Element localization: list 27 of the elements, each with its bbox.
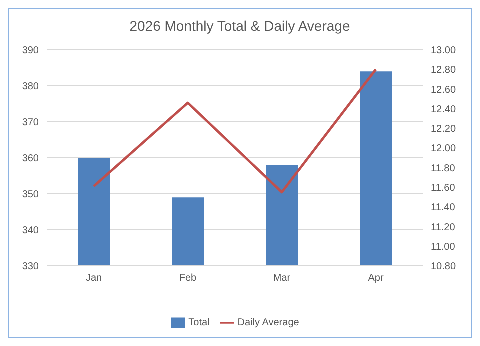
y2-tick-label: 12.00	[431, 144, 456, 155]
x-tick-label: Feb	[179, 273, 198, 284]
x-tick-label: Apr	[368, 273, 384, 284]
y-tick-label: 350	[22, 190, 40, 201]
y-tick-label: 390	[22, 46, 40, 57]
y2-tick-label: 12.60	[431, 84, 456, 96]
y2-tick-label: 11.60	[431, 183, 456, 194]
legend-label: Total	[188, 318, 210, 329]
y-tick-label: 360	[22, 154, 40, 165]
y2-tick-label: 10.80	[431, 262, 456, 273]
y2-tick-label: 13.00	[431, 46, 456, 57]
legend-label: Daily Average	[238, 318, 300, 329]
y2-tick-label: 11.00	[431, 242, 456, 253]
line-series	[92, 68, 378, 194]
y2-tick-label: 11.20	[431, 222, 456, 234]
y-tick-label: 380	[22, 82, 40, 93]
y-tick-label: 330	[22, 262, 40, 273]
y-tick-label: 340	[22, 226, 40, 237]
y2-tick-label: 11.80	[431, 163, 456, 174]
x-tick-label: Jan	[86, 273, 102, 284]
y-tick-label: 370	[22, 118, 40, 129]
y2-tick-label: 12.40	[431, 104, 456, 116]
chart-title: 2026 Monthly Total & Daily Average	[128, 18, 352, 36]
y2-tick-label: 11.40	[431, 202, 456, 214]
y2-tick-label: 12.80	[431, 65, 456, 76]
y2-tick-label: 12.20	[431, 124, 456, 136]
x-tick-label: Mar	[273, 273, 292, 284]
